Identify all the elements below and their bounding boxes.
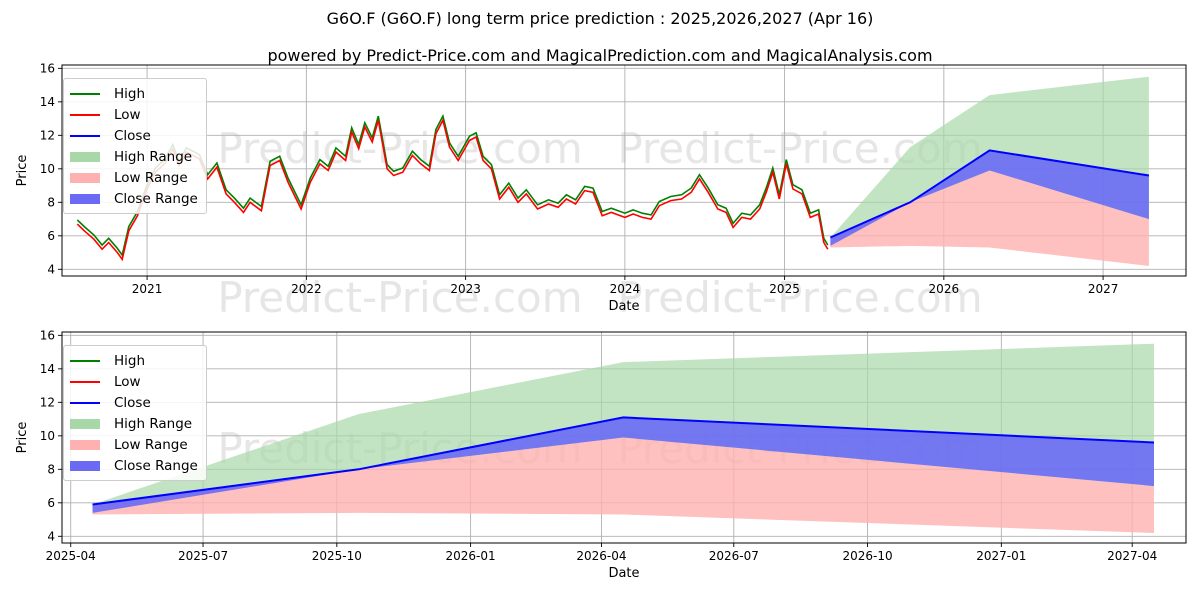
- x-tick-label: 2021: [132, 282, 163, 296]
- plot-area-top: Predict-Price.com Predict-Price.com Predic…: [15, 61, 1187, 322]
- y-tick-label: 14: [40, 95, 55, 109]
- y-axis-label: Price: [15, 422, 30, 454]
- x-tick-label: 2026-01: [446, 549, 496, 563]
- x-axis-label: Date: [608, 299, 639, 314]
- legend-close-swatch: [70, 401, 100, 404]
- legend-close-range-label: Close Range: [114, 190, 198, 207]
- axes-frame: [61, 331, 1187, 544]
- legend-close-label: Close: [114, 127, 151, 144]
- x-tick-label: 2022: [291, 282, 322, 296]
- x-tick-label: 2025: [769, 282, 800, 296]
- legend-close-label: Close: [114, 394, 151, 411]
- axes-frame: [61, 64, 1187, 277]
- chart-subtitle: powered by Predict-Price.com and Magical…: [267, 46, 933, 65]
- legend-high-label: High: [114, 352, 146, 369]
- y-tick-label: 6: [47, 229, 55, 243]
- legend-high-swatch: [70, 92, 100, 95]
- legend-low-range-label: Low Range: [114, 436, 188, 453]
- x-tick-label: 2026-07: [709, 549, 759, 563]
- legend-low-swatch: [70, 380, 100, 383]
- low-range-band: [830, 170, 1149, 266]
- legend-high-range-swatch: [70, 151, 100, 162]
- x-tick-label: 2026: [929, 282, 960, 296]
- legend-high-range-swatch: [70, 418, 100, 429]
- legend-low-range-swatch: [70, 439, 100, 450]
- legend-close-range-label: Close Range: [114, 457, 198, 474]
- legend-close-range-swatch: [70, 193, 100, 204]
- low-range-band: [92, 437, 1154, 533]
- legend-low-swatch: [70, 113, 100, 116]
- x-tick-label: 2025-04: [46, 549, 96, 563]
- y-tick-label: 10: [40, 162, 55, 176]
- y-axis-label: Price: [15, 155, 30, 187]
- legend-close-swatch: [70, 134, 100, 137]
- x-tick-label: 2026-04: [576, 549, 626, 563]
- y-tick-label: 14: [40, 362, 55, 376]
- x-tick-label: 2027: [1088, 282, 1119, 296]
- legend-high-range-label: High Range: [114, 148, 193, 165]
- x-tick-label: 2027-04: [1107, 549, 1157, 563]
- close-series-line: [92, 416, 1155, 506]
- y-tick-label: 12: [40, 128, 55, 142]
- x-tick-label: 2025-07: [178, 549, 228, 563]
- x-tick-label: 2024: [610, 282, 641, 296]
- y-tick-label: 6: [47, 496, 55, 510]
- legend-low-label: Low: [114, 373, 141, 390]
- x-axis-label: Date: [608, 566, 639, 581]
- y-tick-label: 4: [47, 262, 55, 276]
- legend-low-range-label: Low Range: [114, 169, 188, 186]
- close-range-band: [92, 417, 1154, 513]
- legend-high-label: High: [114, 85, 146, 102]
- watermark-text: Predict-Price.com: [217, 273, 582, 322]
- watermark-text: Predict-Price.com: [217, 124, 582, 173]
- legend-top: High Low Close High Range Low Range Clos…: [63, 78, 207, 214]
- y-tick-label: 8: [47, 195, 55, 209]
- legend-low-range-swatch: [70, 172, 100, 183]
- y-tick-label: 12: [40, 395, 55, 409]
- y-tick-label: 4: [47, 529, 55, 543]
- legend-close-range-swatch: [70, 460, 100, 471]
- watermark-text: Predict-Price.com: [617, 273, 982, 322]
- x-tick-label: 2025-10: [312, 549, 362, 563]
- plot-area-bottom: Predict-Price.comPredict-Price.com2025-0…: [15, 328, 1187, 581]
- y-tick-label: 16: [40, 61, 55, 75]
- legend-bottom: High Low Close High Range Low Range Clos…: [63, 345, 207, 481]
- x-tick-label: 2027-01: [976, 549, 1026, 563]
- x-tick-label: 2023: [450, 282, 481, 296]
- legend-high-range-label: High Range: [114, 415, 193, 432]
- legend-low-label: Low: [114, 106, 141, 123]
- close-series-line: [829, 149, 1150, 239]
- y-tick-label: 10: [40, 429, 55, 443]
- x-tick-label: 2026-10: [842, 549, 892, 563]
- chart-title: G6O.F (G6O.F) long term price prediction…: [326, 9, 874, 28]
- close-range-band: [830, 150, 1149, 246]
- y-tick-label: 8: [47, 462, 55, 476]
- legend-high-swatch: [70, 359, 100, 362]
- y-tick-label: 16: [40, 328, 55, 342]
